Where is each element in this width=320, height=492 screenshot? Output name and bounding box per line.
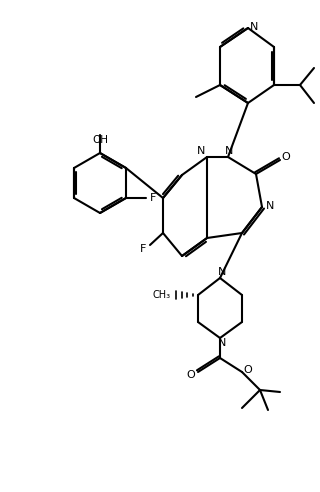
Text: N: N	[197, 146, 205, 156]
Text: OH: OH	[92, 135, 108, 145]
Text: N: N	[250, 22, 258, 32]
Text: CH₃: CH₃	[153, 290, 171, 300]
Text: N: N	[218, 338, 226, 348]
Text: O: O	[282, 152, 290, 162]
Text: F: F	[140, 244, 146, 254]
Text: F: F	[150, 193, 156, 203]
Text: O: O	[187, 370, 196, 380]
Text: N: N	[266, 201, 274, 211]
Text: N: N	[218, 267, 226, 277]
Text: N: N	[225, 146, 233, 156]
Text: O: O	[244, 365, 252, 375]
